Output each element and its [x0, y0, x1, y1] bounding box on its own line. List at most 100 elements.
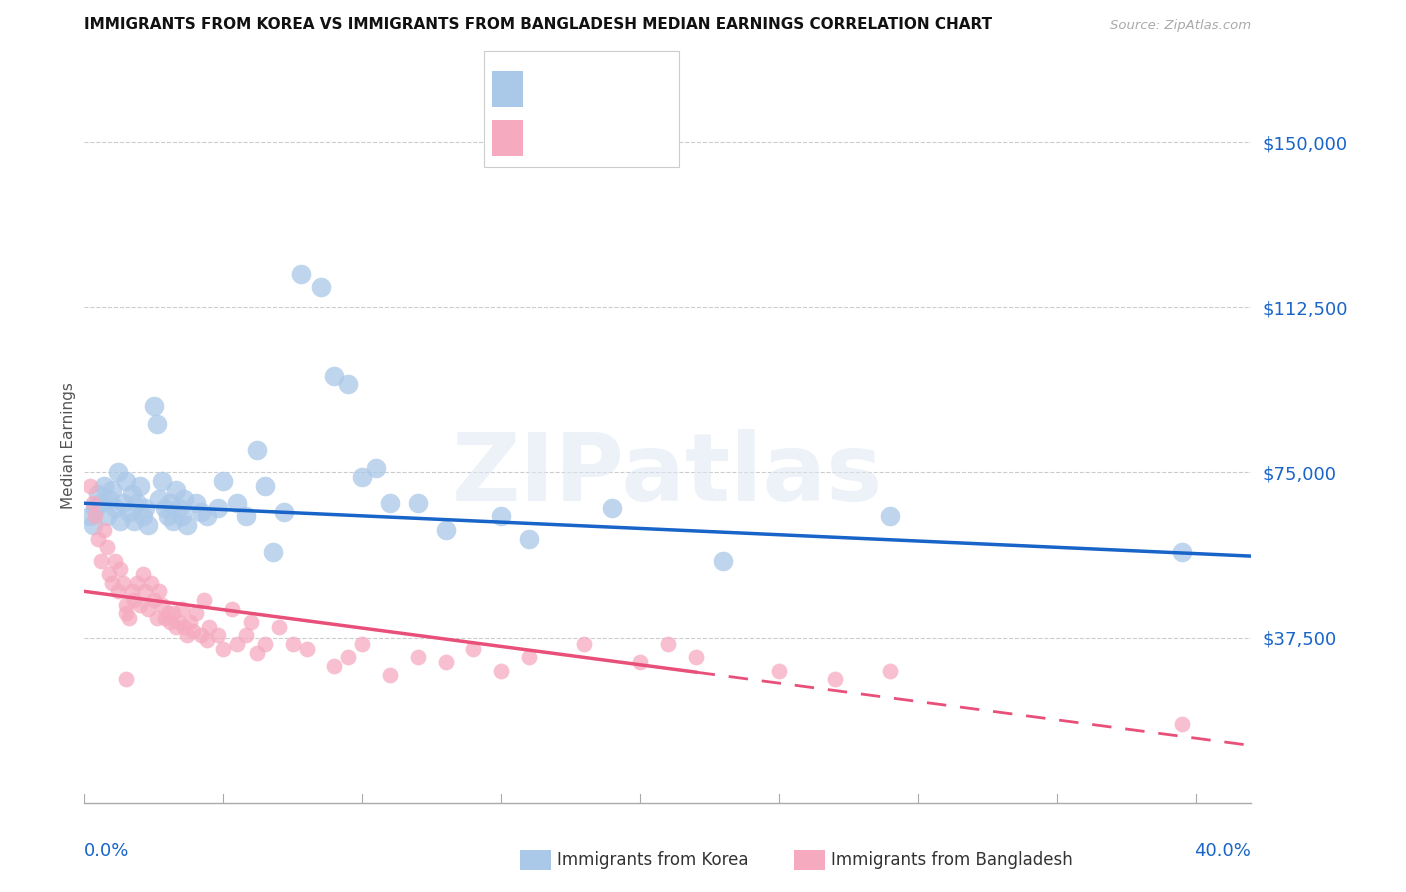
Point: [98, 566, 121, 581]
Point: [685, 650, 707, 665]
Point: [115, 607, 138, 621]
Point: [352, 470, 374, 484]
Point: [132, 566, 155, 581]
Point: [489, 664, 512, 678]
Text: N =: N =: [612, 129, 648, 147]
Point: [93, 523, 115, 537]
Point: [323, 368, 346, 383]
Point: [101, 575, 124, 590]
Point: [406, 496, 429, 510]
Point: [1171, 716, 1194, 731]
Text: IMMIGRANTS FROM KOREA VS IMMIGRANTS FROM BANGLADESH MEDIAN EARNINGS CORRELATION : IMMIGRANTS FROM KOREA VS IMMIGRANTS FROM…: [84, 17, 993, 32]
Point: [79, 478, 101, 492]
Point: [98, 491, 121, 506]
Text: Source: ZipAtlas.com: Source: ZipAtlas.com: [1111, 19, 1251, 32]
Point: [159, 496, 181, 510]
Point: [145, 611, 167, 625]
Text: -0.384: -0.384: [560, 129, 619, 147]
Point: [79, 509, 101, 524]
Point: [281, 637, 304, 651]
Point: [82, 518, 104, 533]
Point: [262, 545, 284, 559]
Point: [87, 487, 110, 501]
Point: [112, 496, 135, 510]
Point: [118, 611, 141, 625]
Point: [142, 593, 165, 607]
Point: [129, 478, 152, 492]
Point: [153, 611, 176, 625]
Point: [600, 500, 623, 515]
Point: [352, 637, 374, 651]
Point: [235, 628, 257, 642]
Point: [517, 532, 540, 546]
Point: [167, 615, 190, 630]
Point: [110, 562, 132, 576]
Point: [115, 598, 138, 612]
Point: [104, 500, 127, 515]
Point: [246, 646, 269, 660]
Point: [337, 650, 360, 665]
Point: [165, 619, 187, 633]
Point: [879, 664, 901, 678]
Point: [139, 575, 162, 590]
Point: [212, 641, 235, 656]
Text: 74: 74: [637, 129, 661, 147]
Point: [574, 637, 596, 651]
Point: [87, 532, 110, 546]
Point: [96, 509, 118, 524]
Point: [378, 496, 401, 510]
Point: [176, 518, 198, 533]
Point: [121, 487, 143, 501]
Point: [121, 584, 143, 599]
Point: [253, 478, 276, 492]
Point: [148, 584, 170, 599]
Point: [110, 514, 132, 528]
Point: [240, 615, 263, 630]
Point: [879, 509, 901, 524]
Text: ZIPatlas: ZIPatlas: [453, 428, 883, 521]
Point: [190, 505, 212, 519]
Point: [434, 523, 457, 537]
Point: [246, 443, 269, 458]
Point: [124, 593, 146, 607]
Point: [406, 650, 429, 665]
Point: [148, 491, 170, 506]
Point: [84, 500, 107, 515]
Text: Immigrants from Bangladesh: Immigrants from Bangladesh: [831, 851, 1073, 869]
Point: [101, 483, 124, 497]
Point: [90, 496, 112, 510]
Point: [136, 518, 159, 533]
Point: [184, 607, 207, 621]
Point: [378, 668, 401, 682]
Point: [184, 496, 207, 510]
Point: [253, 637, 276, 651]
Point: [93, 478, 115, 492]
Point: [129, 598, 152, 612]
Point: [153, 500, 176, 515]
Point: [434, 655, 457, 669]
Point: [273, 505, 295, 519]
Point: [226, 637, 249, 651]
Point: [657, 637, 679, 651]
Point: [150, 598, 173, 612]
Point: [173, 491, 195, 506]
Point: [181, 624, 204, 638]
Point: [824, 673, 846, 687]
Point: [170, 602, 193, 616]
Point: [167, 500, 190, 515]
Point: [104, 553, 127, 567]
Y-axis label: Median Earnings: Median Earnings: [60, 383, 76, 509]
Point: [159, 615, 181, 630]
Point: [221, 602, 243, 616]
Point: [195, 632, 218, 647]
Text: -0.146: -0.146: [560, 80, 619, 98]
Text: R =: R =: [529, 129, 565, 147]
Point: [226, 496, 249, 510]
Point: [337, 377, 360, 392]
Text: Immigrants from Korea: Immigrants from Korea: [557, 851, 748, 869]
Point: [134, 584, 156, 599]
Point: [134, 500, 156, 515]
Point: [207, 628, 229, 642]
Point: [96, 541, 118, 555]
Point: [162, 607, 184, 621]
